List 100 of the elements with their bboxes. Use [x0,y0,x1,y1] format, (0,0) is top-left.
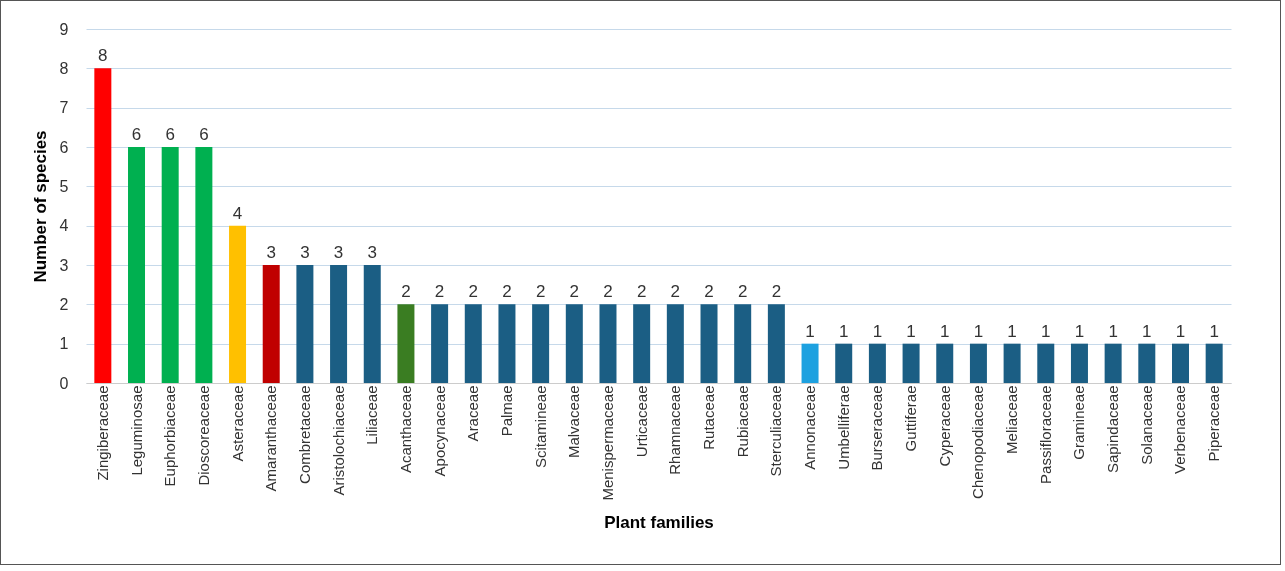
y-tick-label: 0 [59,374,69,392]
y-tick-label: 2 [59,295,69,313]
x-tick-label: Zingiberaceae [93,385,111,481]
x-tick-label: Amaranthaceae [262,385,280,492]
data-label: 2 [636,282,647,302]
x-tick-label: Passifloraceae [1036,385,1054,484]
x-tick-label: Asteraceae [228,385,246,462]
x-tick-label: Combretaceae [295,385,313,484]
bar [1138,343,1156,383]
data-label: 1 [1041,321,1051,341]
y-axis-title: Number of species [30,130,50,283]
bar [700,304,718,383]
x-tick-label: Malvaceae [565,385,583,459]
data-label: 2 [434,282,445,302]
bar [1104,343,1122,383]
y-tick-label: 3 [59,256,69,274]
data-label: 2 [502,282,512,302]
x-tick-label: Rutaceae [700,385,718,450]
y-tick-label: 7 [59,99,69,117]
x-tick-label: Burseraceae [868,385,886,471]
data-label: 2 [603,282,613,302]
x-tick-label: Apocynaceae [430,385,448,477]
data-label: 1 [906,321,916,341]
data-label: 1 [940,321,950,341]
bar [565,304,583,383]
x-tick-label: Meliaceae [1003,385,1021,454]
bar [1171,343,1189,383]
data-label: 6 [199,125,209,144]
x-tick-label: Dioscoreaceae [194,385,212,486]
bar [1070,343,1088,383]
bar [195,147,213,383]
bar [767,304,785,383]
data-label: 1 [838,321,849,341]
data-label: 1 [805,321,815,341]
x-tick-label: Menispermaceae [598,385,616,501]
x-tick-label: Gramineae [1070,385,1088,460]
x-tick-label: Rubiaceae [733,385,751,458]
y-tick-label: 6 [59,138,69,156]
bar [464,304,482,383]
x-tick-label: Annonaceae [801,385,819,470]
bar [936,343,954,383]
x-tick-label: Aristolochiaceae [329,385,347,496]
data-label: 3 [266,243,276,262]
bar [1037,343,1055,383]
bar [229,225,247,383]
x-tick-label: Scitamineae [531,385,549,469]
x-tick-label: Rhamnaceae [666,385,684,475]
bar [835,343,853,383]
data-label: 4 [232,203,243,223]
x-tick-label: Cyperaceae [935,385,953,467]
data-label: 1 [973,321,984,341]
data-label: 3 [300,243,310,262]
data-label: 6 [165,125,175,144]
data-label: 1 [1142,321,1152,341]
x-tick-label: Palmae [497,385,515,437]
y-tick-label: 1 [59,335,69,353]
bar [128,147,146,383]
bar [330,265,348,383]
bar [969,343,987,383]
data-label: 2 [670,282,681,302]
x-tick-label: Sapindaceae [1104,385,1122,474]
y-tick-label: 5 [59,177,69,195]
bar [94,68,112,383]
bar [734,304,752,383]
x-tick-label: Liliaceae [363,385,381,445]
data-label: 1 [1108,321,1118,341]
x-tick-label: Guttiferae [902,385,920,452]
bar [868,343,886,383]
x-tick-label: Sterculiaceae [767,385,785,477]
data-label: 6 [131,125,142,144]
data-label: 2 [569,282,580,302]
x-tick-label: Umbelliferae [834,385,852,470]
bar [599,304,617,383]
bar [633,304,651,383]
y-tick-label: 8 [59,59,69,77]
bar [498,304,516,383]
bar [161,147,179,383]
bar [666,304,684,383]
data-label: 1 [1007,321,1017,341]
data-label: 2 [771,282,782,302]
data-label: 2 [401,282,411,302]
data-label: 8 [98,46,108,66]
data-label: 3 [367,243,377,262]
data-label: 3 [333,243,344,262]
x-tick-label: Euphorbiaceae [161,385,179,487]
data-label: 2 [704,282,714,302]
x-tick-label: Araceae [464,385,482,442]
x-tick-label: Urticaceae [632,385,650,458]
bar [532,304,550,383]
x-axis-title: Plant families [604,512,714,532]
y-tick-label: 9 [59,20,69,38]
x-tick-label: Piperaceae [1205,385,1223,462]
data-label: 1 [1074,321,1085,341]
x-tick-label: Solanaceae [1137,385,1155,465]
x-tick-label: Leguminosae [127,385,145,476]
x-tick-label: Acanthaceae [396,385,414,474]
x-tick-label: Verbenaceae [1171,385,1189,474]
data-label: 2 [468,282,479,302]
bar [296,265,314,383]
bar [397,304,415,383]
